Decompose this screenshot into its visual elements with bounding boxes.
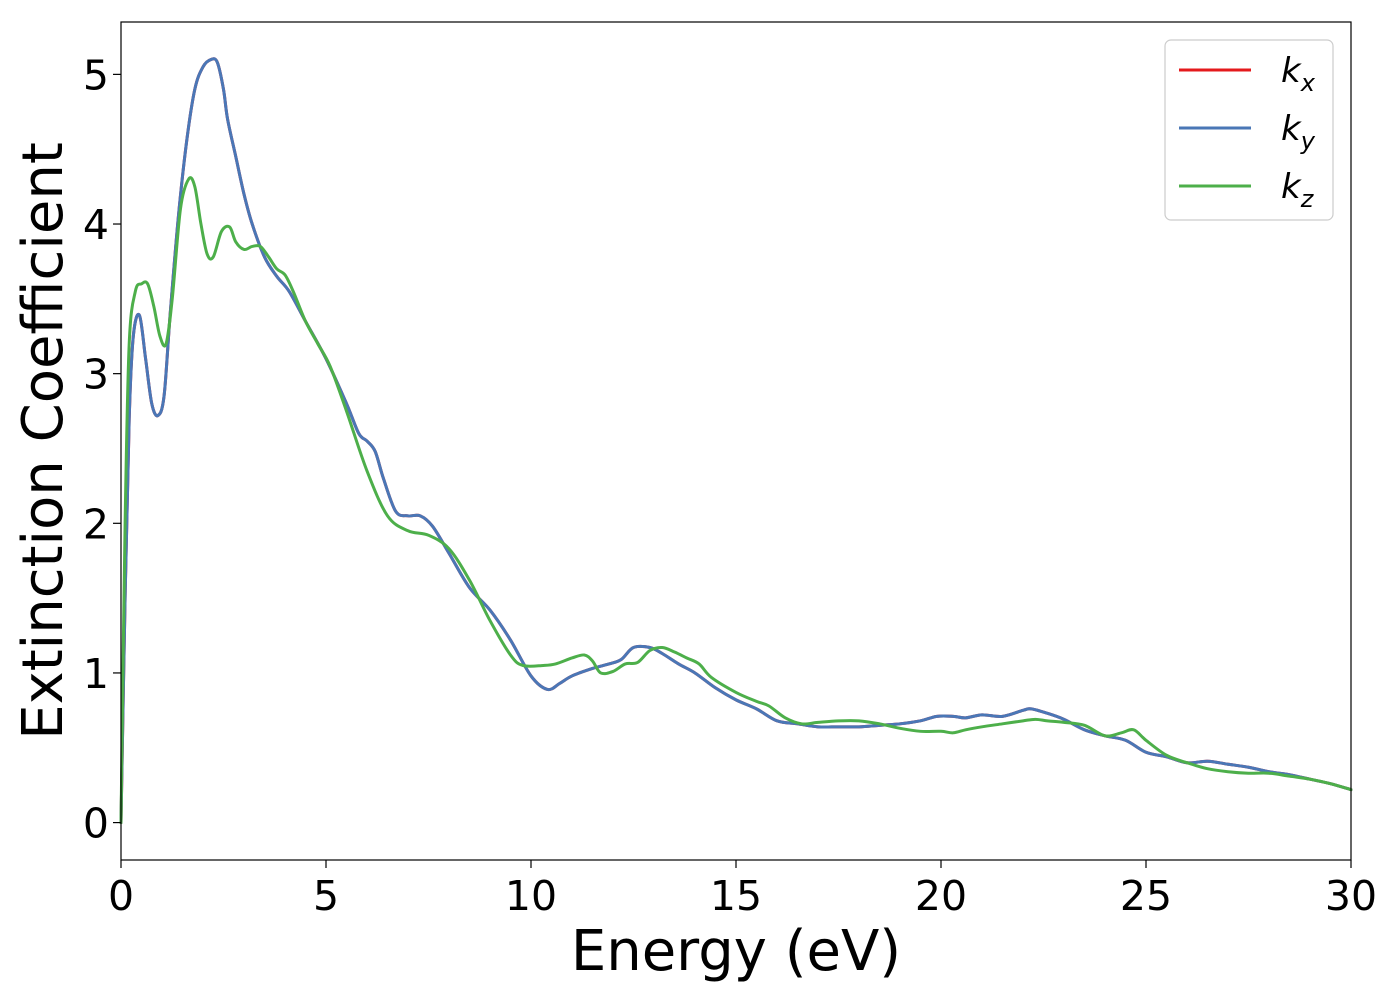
x-axis-label: Energy (eV) <box>571 919 901 984</box>
legend-label-z: kz <box>1281 167 1315 213</box>
x-tick-label: 20 <box>915 872 967 920</box>
y-tick-label: 5 <box>83 51 109 99</box>
series-line-z <box>119 176 1353 825</box>
x-tick-label: 15 <box>710 872 762 920</box>
legend-box <box>1164 39 1334 221</box>
y-tick-label: 1 <box>83 650 109 698</box>
y-tick-label: 0 <box>83 800 109 848</box>
x-tick-label: 10 <box>505 872 557 920</box>
x-axis-ticks: 0 5 10 15 20 25 30 <box>108 860 1377 920</box>
y-tick-label: 3 <box>83 351 109 399</box>
series-layer <box>119 57 1353 825</box>
y-axis-label: Extinction Coefficient <box>11 142 76 740</box>
y-tick-label: 2 <box>83 500 109 548</box>
x-tick-label: 30 <box>1325 872 1377 920</box>
x-tick-label: 25 <box>1120 872 1172 920</box>
series-line-y <box>119 57 1353 825</box>
plot-area <box>121 22 1351 860</box>
plot-frame <box>120 21 1352 861</box>
legend-label-y: ky <box>1281 109 1316 155</box>
x-tick-label: 5 <box>313 872 339 920</box>
legend-label-x: kx <box>1281 51 1316 97</box>
legend: kx ky kz <box>1164 39 1334 221</box>
x-tick-label: 0 <box>108 872 134 920</box>
y-axis-ticks: 0 1 2 3 4 5 <box>83 51 121 848</box>
y-tick-label: 4 <box>83 201 109 249</box>
